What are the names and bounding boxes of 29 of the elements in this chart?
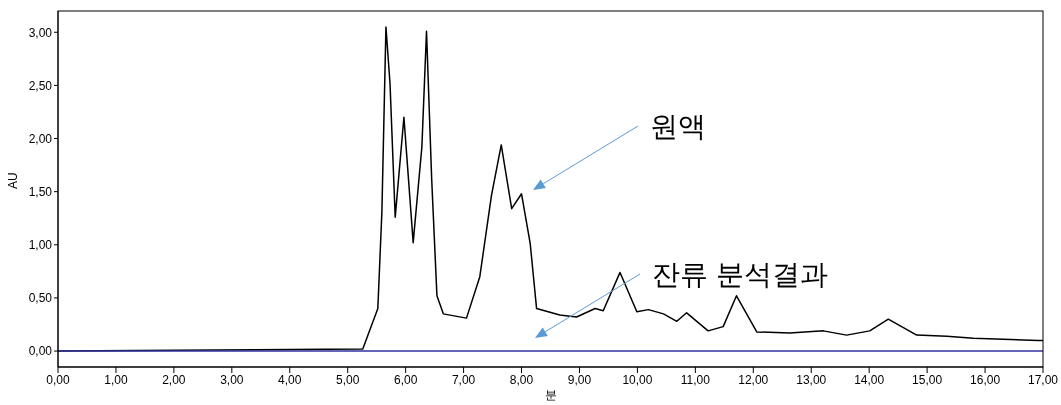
- annotation: 원액: [650, 111, 706, 142]
- y-tick-label: 0,50: [28, 291, 53, 306]
- x-tick-label: 14,00: [854, 372, 885, 387]
- x-tick-label: 12,00: [738, 372, 769, 387]
- x-tick-label: 13,00: [796, 372, 827, 387]
- x-tick-label: 0,00: [46, 372, 70, 387]
- x-tick-label: 3,00: [220, 372, 244, 387]
- y-tick-label: 1,50: [28, 184, 53, 199]
- y-tick-label: 2,50: [28, 78, 53, 93]
- y-tick-label: 3,00: [28, 25, 53, 40]
- x-tick-label: 9,00: [567, 372, 592, 387]
- x-tick-label: 15,00: [912, 372, 943, 387]
- x-tick-label: 17,00: [1027, 372, 1059, 387]
- x-tick-label: 7,00: [451, 372, 476, 387]
- x-tick-label: 2,00: [162, 372, 186, 387]
- x-tick-label: 11,00: [680, 372, 711, 387]
- x-tick-label: 8,00: [509, 372, 534, 387]
- x-tick-label: 5,00: [336, 372, 360, 387]
- x-tick-label: 10,00: [622, 372, 653, 387]
- x-axis-title: 분: [544, 388, 557, 402]
- x-tick-label: 1,00: [104, 372, 128, 387]
- x-tick-label: 16,00: [970, 372, 1001, 387]
- annotation: 잔류 분석결과: [652, 259, 828, 290]
- x-tick-label: 4,00: [278, 372, 302, 387]
- y-axis-title: AU: [6, 172, 21, 189]
- y-tick-label: 2,00: [28, 131, 53, 146]
- x-tick-label: 6,00: [393, 372, 418, 387]
- y-tick-label: 1,00: [28, 238, 53, 253]
- y-tick-label: 0,00: [28, 344, 53, 359]
